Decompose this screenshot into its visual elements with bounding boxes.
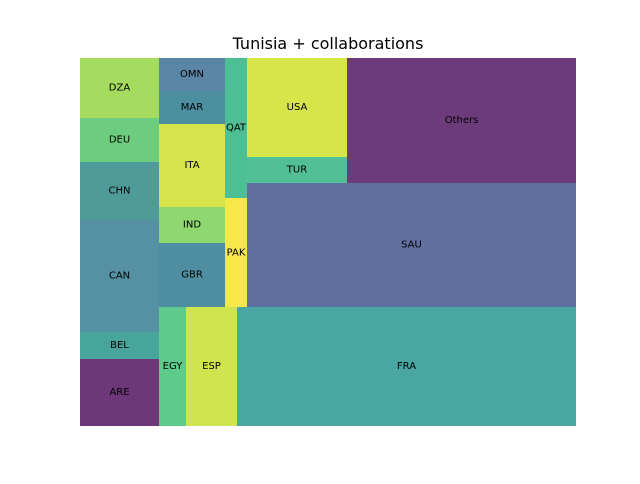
tile-label-usa: USA bbox=[287, 102, 308, 113]
tile-bel bbox=[80, 332, 159, 359]
tile-dza bbox=[80, 58, 159, 118]
tile-label-bel: BEL bbox=[110, 340, 129, 351]
tile-label-omn: OMN bbox=[180, 69, 204, 80]
tile-label-ind: IND bbox=[183, 220, 201, 231]
tile-label-sau: SAU bbox=[401, 240, 422, 251]
tile-label-qat: QAT bbox=[226, 123, 247, 134]
tile-ind bbox=[159, 207, 225, 243]
tile-label-deu: DEU bbox=[109, 135, 130, 146]
tile-chn bbox=[80, 162, 159, 220]
tile-deu bbox=[80, 118, 159, 162]
tile-label-can: CAN bbox=[109, 271, 130, 282]
tile-label-are: ARE bbox=[109, 387, 129, 398]
tile-label-dza: DZA bbox=[109, 83, 131, 94]
tile-can bbox=[80, 220, 159, 332]
tile-fra bbox=[237, 307, 576, 426]
tile-ita bbox=[159, 124, 225, 207]
tile-label-chn: CHN bbox=[109, 186, 131, 197]
tile-usa bbox=[247, 58, 347, 157]
tile-omn bbox=[159, 58, 225, 91]
tile-are bbox=[80, 359, 159, 426]
tile-sau bbox=[247, 183, 576, 307]
tile-label-fra: FRA bbox=[397, 361, 416, 372]
tile-label-ita: ITA bbox=[184, 160, 199, 171]
tile-mar bbox=[159, 91, 225, 124]
tile-label-tur: TUR bbox=[286, 165, 307, 176]
tile-label-esp: ESP bbox=[202, 361, 221, 372]
tile-label-mar: MAR bbox=[181, 102, 203, 113]
tile-label-egy: EGY bbox=[163, 361, 184, 372]
tile-others bbox=[347, 58, 576, 183]
tile-label-others: Others bbox=[445, 115, 479, 126]
tile-label-gbr: GBR bbox=[181, 270, 203, 281]
tile-pak bbox=[225, 198, 247, 308]
tile-qat bbox=[225, 58, 247, 198]
tile-tur bbox=[247, 157, 347, 183]
tile-gbr bbox=[159, 243, 225, 307]
chart-title: Tunisia + collaborations bbox=[232, 34, 424, 53]
tiles-layer: DZA DEU CHN CAN BEL ARE OMN MAR ITA IND GBR QAT PAK E… bbox=[80, 58, 576, 426]
tile-egy bbox=[159, 307, 186, 426]
tile-label-pak: PAK bbox=[227, 248, 246, 259]
tile-esp bbox=[186, 307, 237, 426]
